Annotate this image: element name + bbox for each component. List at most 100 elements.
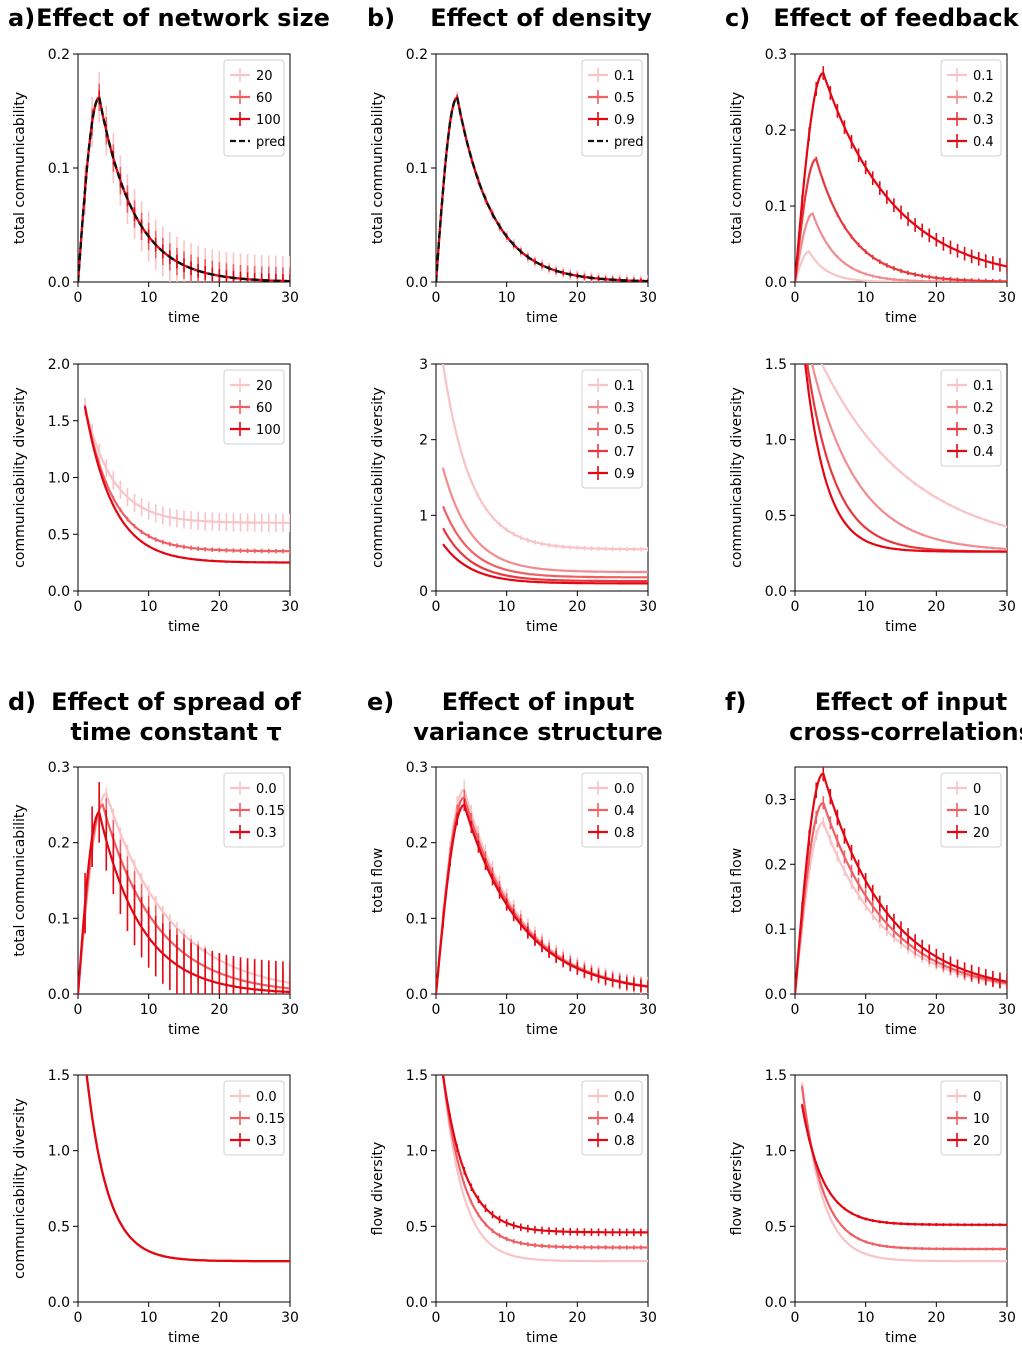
x-tick-label: 0 [432, 1310, 441, 1326]
y-tick-label: 1.0 [48, 1144, 70, 1160]
series-100 [84, 405, 290, 564]
legend: 20 60 100 [223, 369, 285, 445]
y-tick-label: 1.5 [406, 1068, 428, 1084]
series-line [801, 1105, 1007, 1226]
series-60 [84, 404, 290, 554]
chart-b2: 0 10 20 30 0 1 2 3 time communicability diversity… [370, 357, 657, 635]
y-axis-label: total communicability [12, 92, 28, 244]
series-20 [795, 767, 1007, 994]
plot-area [78, 72, 290, 282]
x-tick-label: 30 [281, 1310, 299, 1326]
y-tick-label: 3 [419, 357, 428, 373]
series-line [795, 250, 1007, 282]
x-axis-label: time [526, 1022, 558, 1038]
y-tick-label: 0.3 [406, 760, 428, 776]
x-axis-label: time [168, 1330, 200, 1346]
axes-frame [435, 363, 649, 592]
panel-letter: d) [8, 688, 36, 716]
legend-label: pred [614, 135, 644, 150]
y-tick-label: 0.1 [406, 911, 428, 927]
y-axis-label: total communicability [12, 804, 28, 956]
legend-label: 0.1 [973, 69, 994, 84]
legend-label: 100 [256, 113, 281, 128]
series-0.3 [78, 782, 290, 994]
plot-area [795, 767, 1007, 994]
axes-frame [435, 766, 649, 995]
legend-label: 20 [973, 826, 990, 841]
chart-f1: 0 10 20 30 0.0 0.1 0.2 0.3 time total flow 0 10 20 [729, 766, 1016, 1038]
x-tick-label: 20 [568, 1310, 586, 1326]
legend-box [940, 59, 1002, 157]
y-tick-label: 1.5 [765, 357, 787, 373]
legend-label: 10 [973, 1112, 990, 1127]
panel-title: Effect of network size [36, 4, 330, 32]
y-tick-label: 1.0 [406, 1144, 428, 1160]
series-line [442, 1075, 648, 1234]
legend-label: 0.3 [973, 113, 994, 128]
x-tick-label: 30 [639, 1002, 657, 1018]
y-axis-label: total communicability [370, 92, 386, 244]
x-tick-label: 30 [998, 1002, 1016, 1018]
x-tick-label: 30 [998, 1310, 1016, 1326]
y-tick-label: 0.1 [48, 161, 70, 177]
series-line [442, 527, 648, 583]
legend-box [223, 59, 285, 157]
series-0.4 [804, 364, 1007, 553]
series-line [795, 820, 1007, 994]
legend-box [581, 59, 643, 157]
x-tick-label: 0 [74, 599, 83, 615]
y-tick-label: 2.0 [48, 357, 70, 373]
x-tick-label: 0 [432, 1002, 441, 1018]
x-tick-label: 30 [639, 1310, 657, 1326]
chart-a1: 0 10 20 30 0.0 0.1 0.2 time total communicabilit… [12, 47, 299, 326]
panel-letter: b) [367, 4, 395, 32]
panel-title: Effect of input [815, 688, 1008, 716]
legend-label: 0.0 [614, 1090, 635, 1105]
x-tick-label: 10 [140, 1002, 158, 1018]
legend-label: 0.15 [256, 1112, 285, 1127]
x-tick-label: 30 [639, 290, 657, 306]
x-tick-label: 20 [568, 1002, 586, 1018]
y-axis-label: total communicability [729, 92, 745, 244]
axes-frame [794, 363, 1008, 592]
legend-label: 10 [973, 804, 990, 819]
series-0.9 [442, 543, 648, 585]
x-tick-label: 10 [140, 290, 158, 306]
series-line [442, 1075, 648, 1249]
x-tick-label: 30 [281, 290, 299, 306]
y-tick-label: 0.0 [48, 584, 70, 600]
x-tick-label: 0 [432, 290, 441, 306]
x-tick-label: 20 [210, 1002, 228, 1018]
legend-box [223, 1080, 285, 1156]
legend: 0 10 20 [940, 1080, 1002, 1156]
panel-letter: c) [725, 4, 750, 32]
x-axis-label: time [526, 619, 558, 635]
x-tick-label: 10 [140, 1310, 158, 1326]
plot-area [801, 1082, 1007, 1263]
series-line [810, 364, 1007, 551]
series-line [442, 1075, 648, 1263]
legend-label: 0.8 [614, 1134, 635, 1149]
legend-label: pred [256, 135, 286, 150]
y-tick-label: 0.1 [765, 922, 787, 938]
series-0.8 [442, 1075, 648, 1237]
y-tick-label: 0.1 [406, 161, 428, 177]
y-axis-label: communicability diversity [370, 387, 386, 568]
series-0.1 [795, 250, 1007, 282]
y-axis-label: total flow [370, 848, 386, 913]
y-tick-label: 0.0 [406, 1295, 428, 1311]
y-tick-label: 0.0 [48, 1295, 70, 1311]
legend-box [940, 1080, 1002, 1156]
legend: 0.0 0.15 0.3 [223, 1080, 285, 1156]
x-tick-label: 10 [498, 1002, 516, 1018]
legend-label: 0 [973, 1090, 981, 1105]
y-tick-label: 0.5 [48, 527, 70, 543]
panel-title: cross-correlations [789, 718, 1022, 746]
x-axis-label: time [885, 1022, 917, 1038]
x-tick-label: 0 [791, 599, 800, 615]
legend: 0.1 0.3 0.5 0.7 0.9 [581, 369, 643, 489]
y-tick-label: 0.3 [765, 792, 787, 808]
legend-label: 0.3 [973, 423, 994, 438]
series-line [78, 95, 290, 282]
